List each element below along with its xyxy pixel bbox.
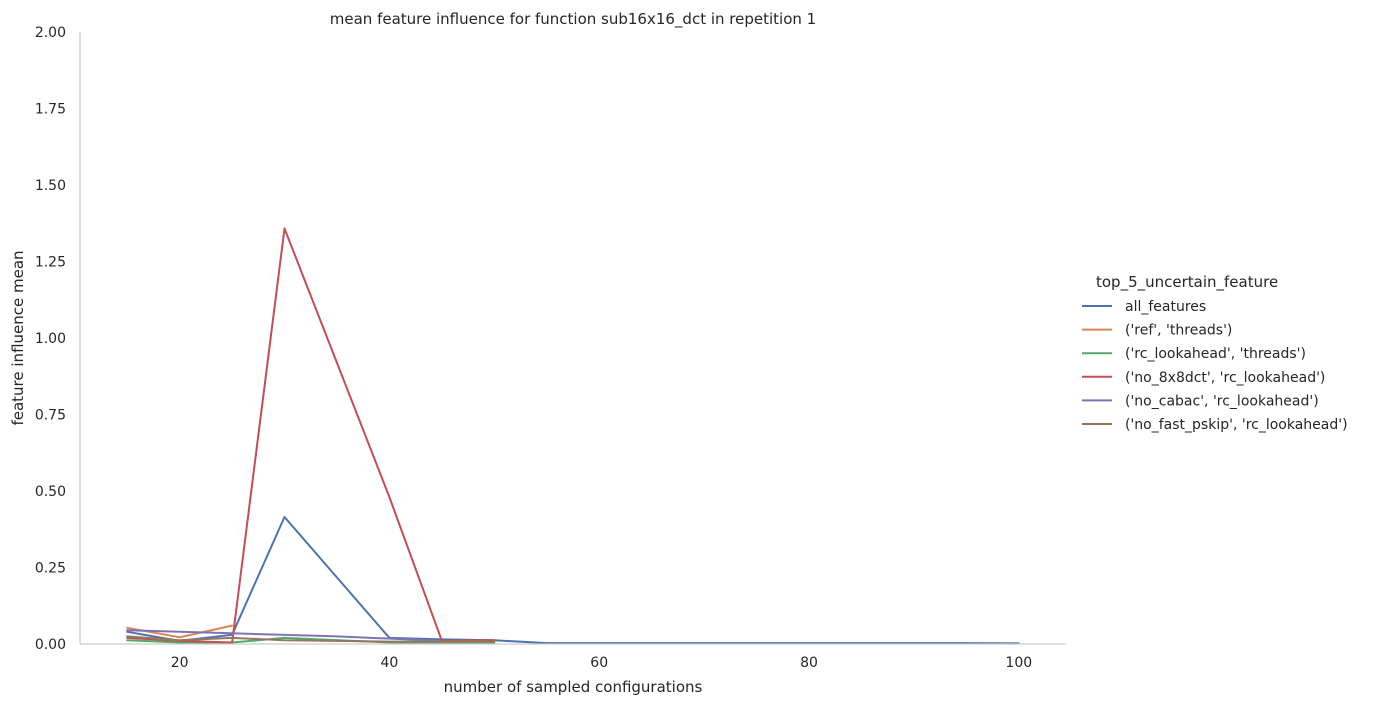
x-tick-label: 60: [590, 655, 608, 671]
x-axis-label: number of sampled configurations: [444, 678, 703, 696]
legend: top_5_uncertain_feature all_features ('re…: [1082, 273, 1348, 433]
x-tick-label: 80: [800, 655, 818, 671]
series-line: [126, 635, 496, 643]
legend-label: ('no_8x8dct', 'rc_lookahead'): [1125, 370, 1325, 386]
x-ticks: 20 40 60 80 100: [171, 655, 1032, 671]
legend-label: all_features: [1125, 299, 1206, 315]
y-tick-label: 0.75: [35, 408, 66, 424]
x-tick-label: 40: [381, 655, 399, 671]
y-tick-label: 1.75: [35, 102, 66, 118]
y-tick-label: 1.25: [35, 255, 66, 271]
chart-title: mean feature influence for function sub1…: [330, 10, 816, 29]
y-tick-label: 0.00: [35, 637, 66, 653]
legend-title: top_5_uncertain_feature: [1096, 273, 1278, 292]
x-tick-label: 20: [171, 655, 189, 671]
legend-label: ('ref', 'threads'): [1125, 323, 1232, 339]
y-tick-label: 1.50: [35, 178, 66, 194]
y-axis-label: feature influence mean: [9, 250, 27, 425]
y-tick-label: 2.00: [35, 25, 66, 41]
y-ticks: 0.00 0.25 0.50 0.75 1.00 1.25 1.50 1.75 2.00: [35, 25, 66, 653]
y-tick-label: 0.25: [35, 561, 66, 577]
legend-label: ('no_cabac', 'rc_lookahead'): [1125, 393, 1319, 409]
legend-label: ('no_fast_pskip', 'rc_lookahead'): [1125, 417, 1348, 433]
legend-label: ('rc_lookahead', 'threads'): [1125, 346, 1306, 362]
plot-area: [126, 227, 1020, 645]
series-line: [126, 629, 443, 642]
series-line: [126, 516, 1020, 645]
y-tick-label: 1.00: [35, 331, 66, 347]
y-tick-label: 0.50: [35, 484, 66, 500]
x-tick-label: 100: [1005, 655, 1032, 671]
series-line: [126, 227, 496, 644]
